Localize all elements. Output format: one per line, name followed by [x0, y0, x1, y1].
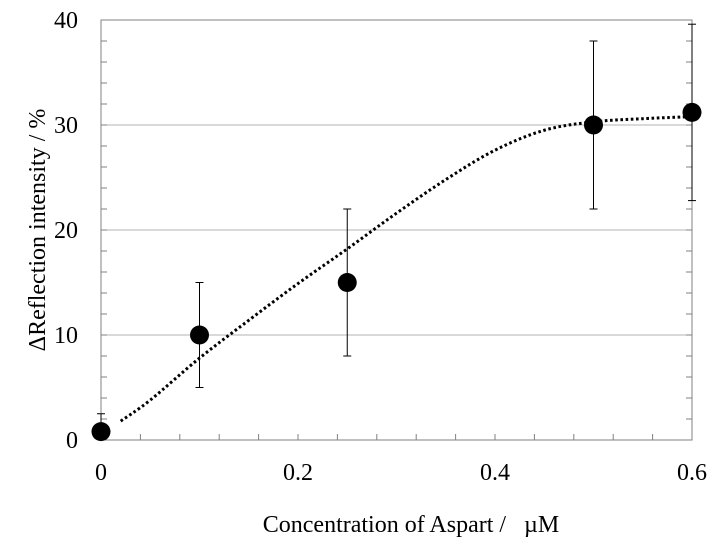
x-tick-label: 0.4 — [480, 460, 510, 486]
y-tick-label: 30 — [54, 113, 78, 139]
grid-lines — [101, 124, 692, 336]
y-axis-title: ΔReflection intensity / % — [25, 109, 51, 352]
y-tick-label: 10 — [54, 323, 78, 349]
data-points — [91, 102, 702, 442]
data-point — [682, 102, 702, 122]
y-tick-labels: 0 10 20 30 40 — [54, 8, 78, 454]
data-point — [190, 325, 209, 345]
x-tick-label: 0 — [95, 460, 107, 486]
data-point — [91, 422, 111, 442]
x-tick-label: 0.2 — [283, 460, 313, 486]
data-point — [584, 115, 603, 135]
x-axis-title: Concentration of Aspart / µM — [263, 512, 559, 538]
y-tick-label: 0 — [66, 428, 78, 454]
y-tick-label: 20 — [54, 218, 78, 244]
y-tick-label: 40 — [54, 8, 78, 34]
x-tick-label: 0.6 — [677, 460, 707, 486]
fit-curve — [119, 115, 693, 423]
x-tick-labels: 0 0.2 0.4 0.6 — [95, 460, 707, 486]
data-point — [337, 273, 357, 292]
